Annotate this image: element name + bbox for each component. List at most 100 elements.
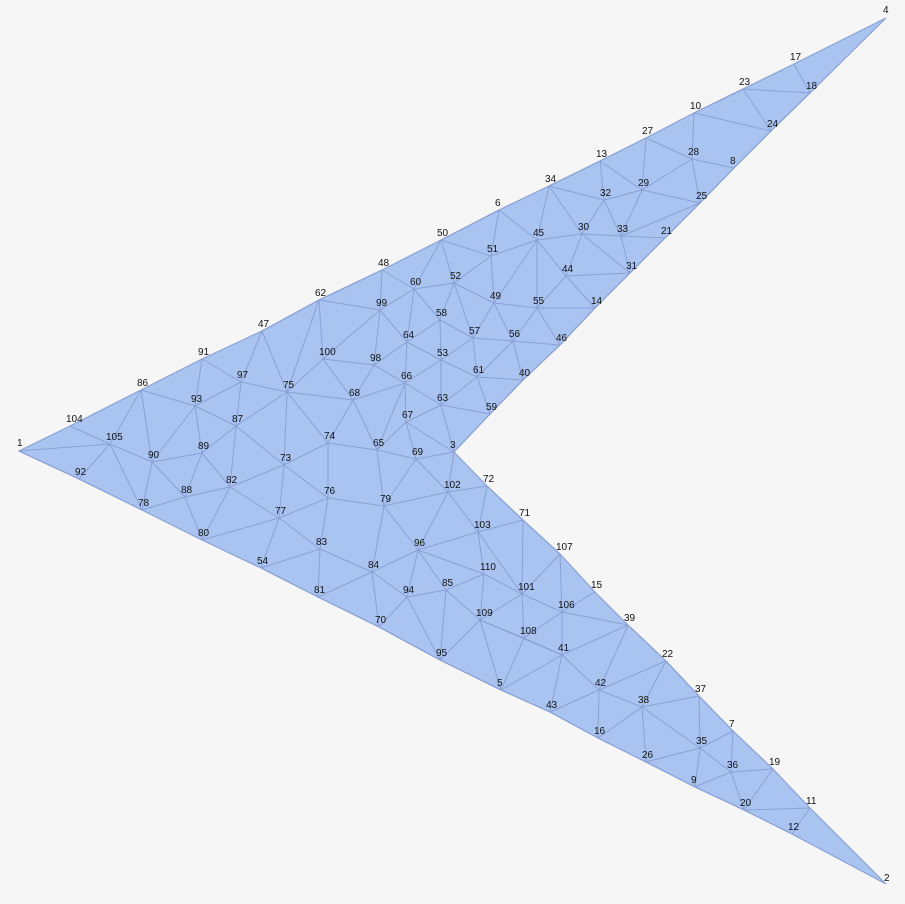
mesh-edge (286, 299, 320, 393)
node-label-110: 110 (480, 562, 496, 573)
mesh-edge (261, 330, 288, 393)
node-label-36: 36 (727, 760, 739, 771)
mesh-edge (548, 160, 601, 187)
mesh-edge (521, 553, 561, 595)
node-label-47: 47 (258, 319, 270, 330)
mesh-edge (793, 63, 811, 94)
mesh-edge (440, 239, 455, 284)
node-label-37: 37 (695, 684, 707, 695)
mesh-edge (561, 591, 596, 613)
mesh-edge (453, 255, 492, 284)
mesh-edge (641, 706, 647, 763)
mesh-edge (201, 452, 231, 488)
node-label-29: 29 (638, 178, 650, 189)
mesh-edge (18, 443, 111, 452)
mesh-edge (522, 519, 561, 555)
mesh-edge (260, 517, 280, 569)
mesh-edge (109, 443, 143, 511)
node-label-5: 5 (497, 678, 503, 689)
mesh-edge (406, 589, 447, 598)
node-label-74: 74 (324, 431, 336, 442)
mesh-edge (477, 485, 488, 533)
mesh-edge (404, 341, 408, 384)
mesh-edge (141, 496, 186, 511)
mesh-edge (376, 449, 385, 507)
mesh-edge (440, 209, 500, 241)
mesh-edge (318, 269, 383, 301)
node-label-49: 49 (490, 291, 502, 302)
mesh-edge (201, 517, 280, 541)
mesh-edge (733, 130, 772, 169)
mesh-edge (260, 567, 319, 598)
mesh-edge (742, 88, 772, 132)
mesh-edge (405, 404, 442, 423)
mesh-edge (352, 399, 378, 451)
mesh-edge (406, 549, 419, 598)
mesh-edge (322, 358, 354, 401)
mesh-edge (440, 239, 492, 257)
node-label-70: 70 (375, 615, 387, 626)
mesh-edge (536, 307, 561, 346)
mesh-edge (194, 381, 242, 407)
node-label-28: 28 (688, 147, 700, 158)
node-label-52: 52 (450, 271, 462, 282)
node-label-69: 69 (412, 447, 424, 458)
mesh-edge (645, 761, 696, 788)
node-label-90: 90 (148, 450, 160, 461)
mesh-edge (476, 376, 524, 381)
mesh-edge (523, 637, 563, 656)
mesh-edge (603, 199, 622, 237)
node-label-53: 53 (437, 348, 449, 359)
mesh-edge (318, 299, 381, 311)
mesh-edge (376, 449, 417, 460)
mesh-edge (405, 421, 455, 453)
mesh-edge (413, 282, 455, 290)
mesh-edge (549, 654, 563, 713)
node-label-95: 95 (436, 648, 448, 659)
mesh-edge (479, 593, 523, 621)
mesh-edge (549, 689, 600, 713)
mesh-edge (743, 809, 793, 835)
mesh-edge (645, 137, 693, 160)
mesh-edge (439, 319, 474, 339)
mesh-edge (319, 497, 329, 550)
mesh-edge (629, 237, 666, 274)
mesh-edge (439, 589, 447, 661)
mesh-edge (194, 405, 203, 454)
node-label-10: 10 (690, 101, 702, 112)
mesh-edge (373, 309, 381, 366)
mesh-edge (376, 382, 406, 451)
mesh-edge (565, 233, 583, 277)
mesh-edge (476, 340, 514, 378)
mesh-edge (404, 382, 407, 423)
mesh-edge (489, 379, 524, 415)
node-label-8: 8 (730, 156, 736, 167)
mesh-edge (201, 425, 237, 454)
mesh-edge (498, 209, 538, 241)
node-label-22: 22 (662, 649, 674, 660)
mesh-edge (235, 391, 288, 427)
mesh-edge (261, 299, 320, 332)
node-label-20: 20 (740, 798, 752, 809)
mesh-edge (561, 654, 600, 691)
mesh-edge (500, 637, 525, 691)
mesh-edge (286, 391, 329, 444)
mesh-edge (548, 185, 605, 201)
mesh-edge (415, 451, 455, 460)
mesh-edge (486, 485, 524, 521)
mesh-edge (406, 596, 441, 661)
mesh-edge (18, 450, 80, 480)
node-label-91: 91 (198, 347, 210, 358)
mesh-edge (549, 711, 599, 739)
node-label-61: 61 (473, 365, 485, 376)
mesh-edge (791, 807, 811, 835)
mesh-edge (512, 340, 561, 346)
mesh-edge (641, 158, 693, 191)
node-label-50: 50 (437, 228, 449, 239)
mesh-edge (581, 233, 631, 274)
mesh-edge (440, 376, 478, 406)
mesh-edge (598, 624, 629, 691)
node-label-64: 64 (403, 330, 415, 341)
mesh-edge (730, 771, 745, 811)
